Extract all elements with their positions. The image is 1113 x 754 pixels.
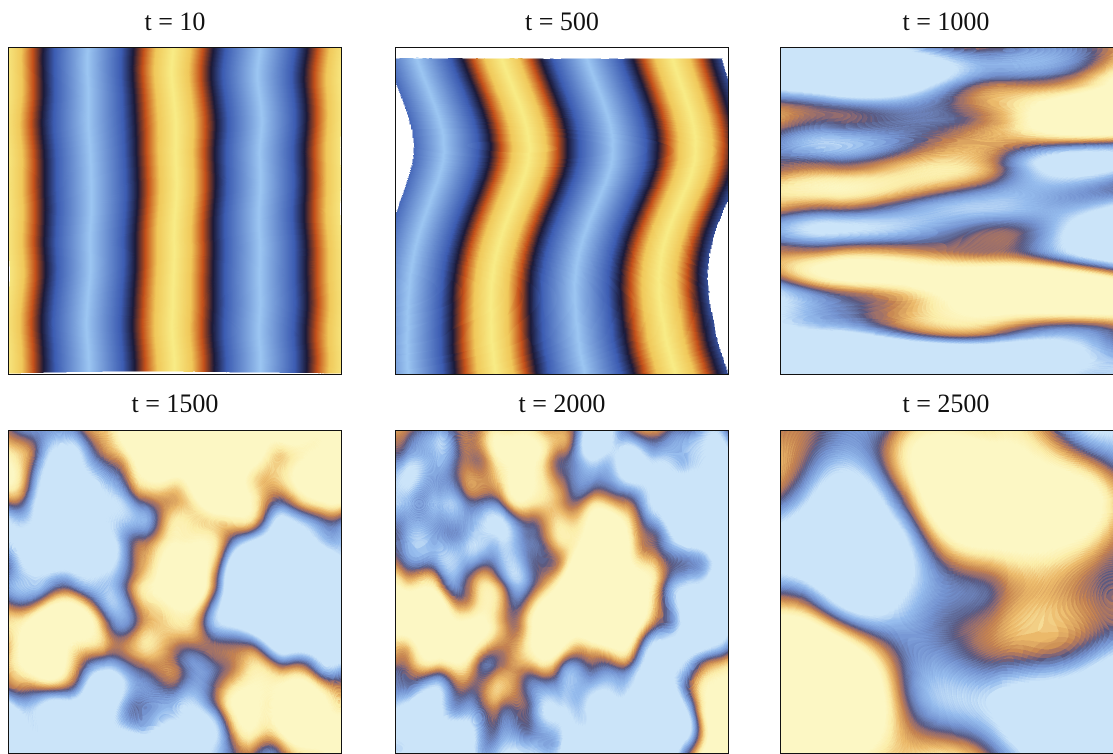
- panel-title: t = 1000: [903, 7, 990, 36]
- panel-title: t = 2500: [903, 389, 990, 418]
- page: {"panels": [ {"title": "t = 10"}, {"titl…: [0, 0, 1113, 754]
- simulation-snapshot: [395, 47, 729, 375]
- panel-title: t = 2000: [519, 389, 606, 418]
- panel-title: t = 500: [525, 7, 599, 36]
- simulation-snapshot: [395, 430, 729, 754]
- simulation-snapshot: [8, 47, 342, 375]
- simulation-snapshot: [780, 47, 1113, 375]
- simulation-snapshot: [780, 430, 1113, 754]
- simulation-snapshot: [8, 430, 342, 754]
- panel-title: t = 1500: [132, 389, 219, 418]
- figure: t = 10 t = 500 t = 1000 t = 1500 t = 200…: [0, 0, 1113, 754]
- panel-title: t = 10: [145, 7, 206, 36]
